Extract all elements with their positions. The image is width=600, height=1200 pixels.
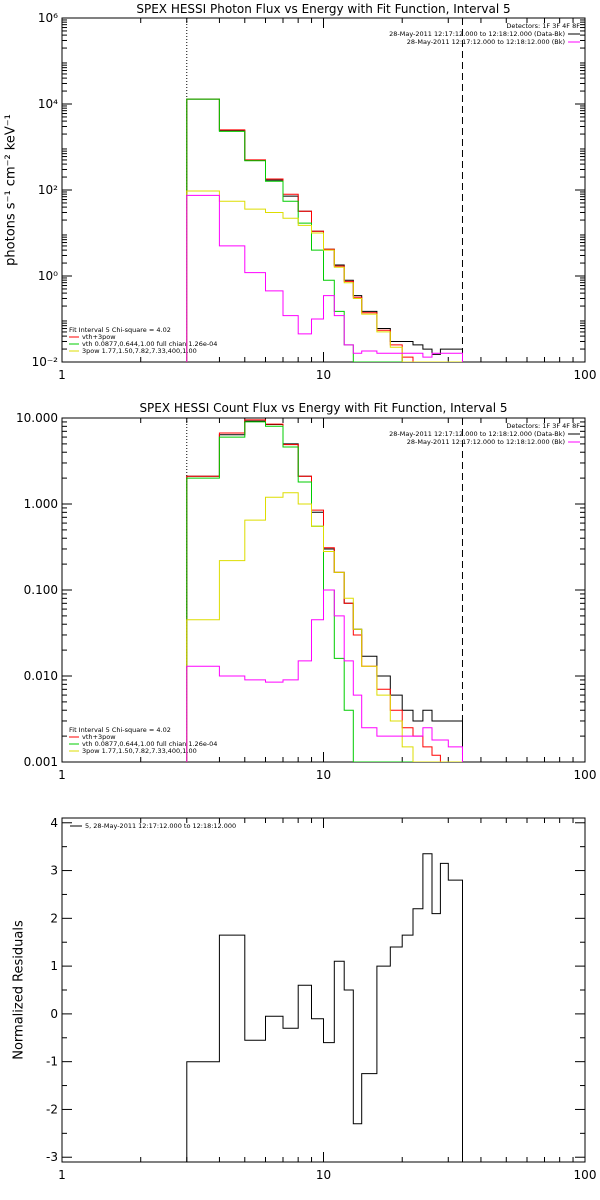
fit-legend-header: Fit Interval 5 Chi-square = 4.02 (69, 726, 171, 734)
legend-label: 28-May-2011 12:17:12.000 to 12:18:12.000… (407, 438, 565, 446)
chart-panel-2: SPEX HESSI Count Flux vs Energy with Fit… (16, 401, 596, 782)
series-line-3 (186, 421, 463, 762)
series-group (186, 853, 463, 1162)
y-tick-label: 10⁰ (38, 269, 58, 283)
legend-label: 28-May-2011 12:17:12.000 to 12:18:12.000… (389, 30, 565, 38)
y-tick-label: 0.010 (24, 669, 58, 683)
x-tick-label: 10 (316, 368, 331, 382)
fit-legend-label: vth+3pow (82, 333, 116, 341)
fit-legend-label: 3pow 1.77,1.50,7.82,7.33,400,1.00 (82, 747, 197, 755)
fit-legend-header: Fit Interval 5 Chi-square = 4.02 (69, 326, 171, 334)
y-tick-label: 10⁻² (32, 355, 59, 369)
chart-panel-3: 1 10 100 -3 -2 -1 0 1 2 3 4 Normalized Residuals 5, … (12, 816, 597, 1182)
x-tick-label: 100 (574, 1168, 597, 1182)
plot-frame (61, 817, 586, 1163)
legend-header: Detectors: 1F 3F 4F 8F (506, 22, 580, 30)
y-tick-label: 2 (50, 911, 58, 925)
series-line-5 (186, 194, 463, 362)
x-tick-label: 10 (316, 768, 331, 782)
y-tick-label: 1.000 (24, 497, 58, 511)
x-tick-label: 1 (58, 368, 66, 382)
series-group (186, 419, 463, 762)
y-tick-label: -1 (46, 1055, 58, 1069)
legend-label: 28-May-2011 12:17:12.000 to 12:18:12.000… (407, 38, 565, 46)
y-tick-label: -3 (46, 1150, 58, 1164)
x-tick-label: 100 (574, 368, 597, 382)
y-tick-label: 10.000 (16, 411, 58, 425)
y-tick-label: 0.100 (24, 583, 58, 597)
y-tick-label: 10⁴ (38, 97, 58, 111)
chart-title: SPEX HESSI Count Flux vs Energy with Fit… (139, 401, 507, 415)
fit-legend-label: vth 0.0877,0.644,1.00 full chian 1.26e-0… (82, 340, 217, 348)
y-tick-label: 1 (50, 959, 58, 973)
x-tick-label: 10 (316, 1168, 331, 1182)
y-axis-label: Normalized Residuals (12, 920, 27, 1060)
y-tick-label: 10² (38, 183, 58, 197)
fit-legend-label: vth+3pow (82, 733, 116, 741)
series-line-5 (186, 589, 463, 762)
y-tick-label: 10⁶ (38, 11, 58, 25)
series-line-1 (186, 420, 463, 762)
y-tick-label: 4 (50, 816, 58, 830)
x-tick-label: 1 (58, 768, 66, 782)
series-line-1 (186, 853, 463, 1162)
legend-label: 5, 28-May-2011 12:17:12.000 to 12:18:12.… (85, 822, 236, 830)
series-group (186, 98, 463, 362)
series-line-1 (186, 98, 463, 362)
y-tick-label: 0.001 (24, 755, 58, 769)
series-line-4 (186, 190, 463, 362)
legend-header: Detectors: 1F 3F 4F 8F (506, 422, 580, 430)
x-tick-label: 1 (58, 1168, 66, 1182)
x-tick-label: 100 (574, 768, 597, 782)
series-line-2 (186, 419, 463, 762)
y-tick-label: 0 (50, 1007, 58, 1021)
series-line-4 (186, 492, 463, 762)
fit-legend-label: vth 0.0877,0.644,1.00 full chian 1.26e-0… (82, 740, 217, 748)
series-line-3 (186, 98, 463, 362)
chart-title: SPEX HESSI Photon Flux vs Energy with Fi… (136, 2, 510, 16)
y-tick-label: 3 (50, 864, 58, 878)
series-line-2 (186, 98, 463, 362)
fit-legend-label: 3pow 1.77,1.50,7.82,7.33,400,1.00 (82, 347, 197, 355)
y-tick-label: -2 (46, 1102, 58, 1116)
y-axis-label: photons s⁻¹ cm⁻² keV⁻¹ (4, 114, 19, 266)
chart-panel-1: SPEX HESSI Photon Flux vs Energy with Fi… (4, 2, 597, 382)
legend-label: 28-May-2011 12:17:12.000 to 12:18:12.000… (389, 430, 565, 438)
